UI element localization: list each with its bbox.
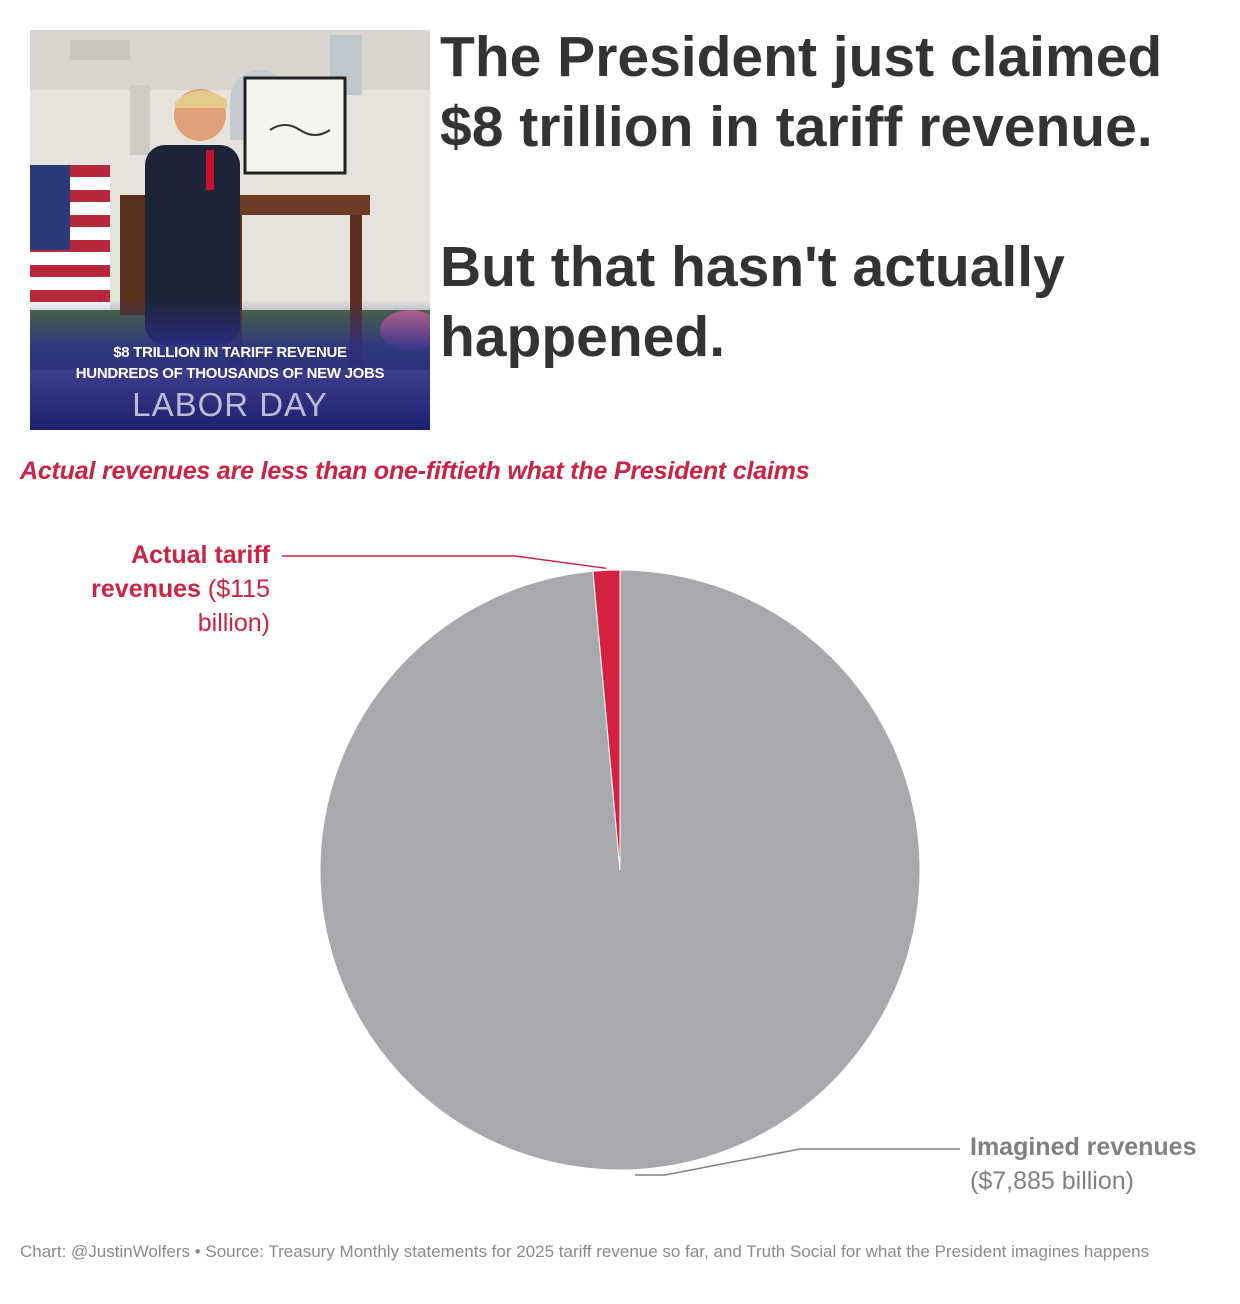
photo-caption-line3: LABOR DAY bbox=[132, 386, 328, 423]
label-imagined-bold: Imagined revenues bbox=[970, 1133, 1197, 1161]
headline-line4: happened. bbox=[440, 305, 726, 369]
label-actual-revenues: Actual tariff revenues ($115 billion) bbox=[30, 538, 270, 640]
leader-line-imagined bbox=[635, 1148, 960, 1176]
label-actual-value-2: billion) bbox=[197, 609, 270, 637]
leader-line-actual bbox=[282, 555, 607, 570]
label-actual-bold-1: Actual tariff bbox=[131, 541, 270, 569]
headline-line1: The President just claimed bbox=[440, 25, 1163, 89]
label-imagined-revenues: Imagined revenues ($7,885 billion) bbox=[970, 1130, 1240, 1198]
chart-subtitle: Actual revenues are less than one-fiftie… bbox=[20, 457, 810, 485]
headline-line3: But that hasn't actually bbox=[440, 235, 1065, 299]
label-imagined-value: ($7,885 billion) bbox=[970, 1167, 1134, 1195]
pie-leaders bbox=[282, 555, 960, 1176]
header-photo: $8 TRILLION IN TARIFF REVENUE HUNDREDS O… bbox=[30, 30, 430, 430]
photo-illustration bbox=[30, 30, 430, 430]
chart-footer: Chart: @JustinWolfers • Source: Treasury… bbox=[20, 1242, 1150, 1261]
headline: The President just claimed $8 trillion i… bbox=[440, 22, 1230, 372]
pie-slices bbox=[319, 569, 921, 1171]
label-actual-bold-2: revenues bbox=[91, 575, 201, 603]
photo-caption-line1: $8 TRILLION IN TARIFF REVENUE bbox=[113, 344, 347, 361]
label-actual-value-1: ($115 bbox=[207, 575, 270, 603]
headline-line2: $8 trillion in tariff revenue. bbox=[440, 95, 1153, 159]
pie-slice-actual bbox=[592, 569, 621, 871]
photo-caption-line2: HUNDREDS OF THOUSANDS OF NEW JOBS bbox=[75, 365, 385, 382]
